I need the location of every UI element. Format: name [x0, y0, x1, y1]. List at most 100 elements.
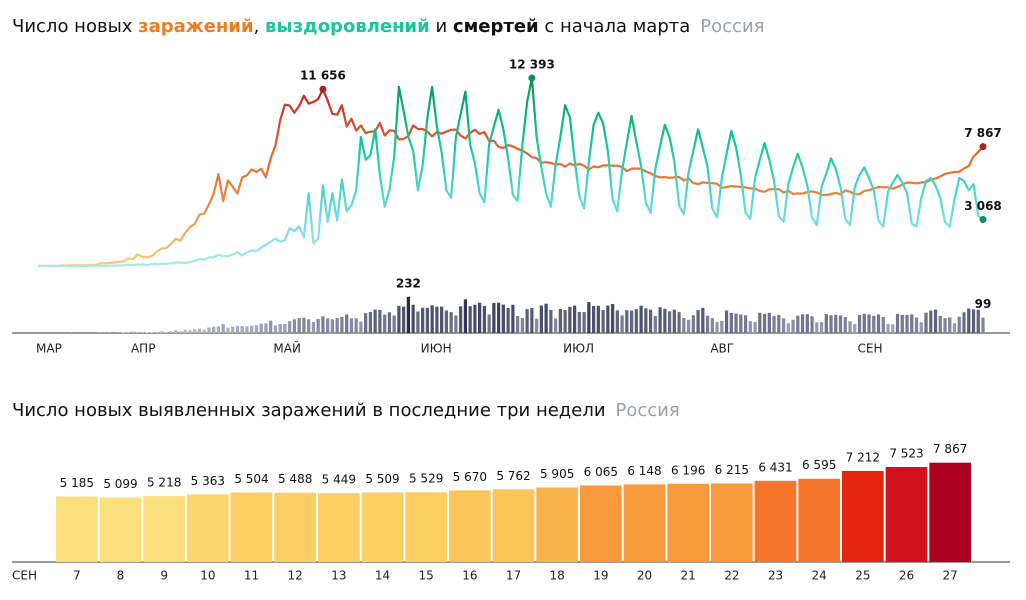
death-bar — [943, 318, 947, 333]
x-tick-label: 23 — [768, 569, 783, 583]
death-bar — [876, 314, 881, 333]
death-bar — [435, 306, 439, 333]
death-bar — [952, 323, 957, 333]
death-bar — [625, 310, 629, 333]
death-bar — [563, 310, 567, 333]
death-bar — [302, 317, 306, 333]
death-bar — [207, 327, 211, 333]
death-bar — [497, 302, 501, 333]
point-dot — [979, 215, 987, 223]
death-bar — [781, 318, 786, 333]
death-bar — [805, 314, 809, 333]
data-label: 6 065 — [584, 465, 618, 479]
bar — [667, 483, 709, 562]
death-bar — [516, 315, 520, 333]
death-bar — [848, 321, 852, 333]
death-bar — [686, 319, 691, 333]
bar — [580, 485, 622, 562]
death-bar — [535, 318, 539, 333]
death-bar — [601, 310, 605, 333]
bar — [754, 480, 797, 562]
x-tick-label: АПР — [131, 342, 155, 356]
death-bar — [278, 324, 282, 333]
title-part: заражений — [138, 16, 253, 37]
death-bar — [525, 309, 529, 333]
death-bar — [406, 296, 411, 333]
bar — [274, 492, 316, 562]
death-bar — [867, 314, 871, 333]
death-bar — [539, 305, 543, 333]
death-bar — [283, 323, 287, 333]
data-label: 232 — [396, 276, 421, 290]
data-label: 12 393 — [509, 58, 555, 72]
data-label: 7 523 — [889, 447, 923, 461]
death-bar — [221, 324, 225, 333]
death-bar — [544, 303, 548, 333]
death-bar — [648, 309, 653, 333]
x-tick-label: ИЮН — [421, 342, 452, 356]
death-bar — [644, 308, 648, 333]
death-bar — [145, 332, 149, 333]
death-bar — [250, 325, 254, 333]
data-label: 11 656 — [300, 69, 346, 83]
x-tick-label: 14 — [375, 569, 390, 583]
death-bar — [421, 307, 425, 333]
death-bar — [506, 307, 510, 333]
death-bar — [667, 311, 672, 333]
death-bar — [824, 313, 828, 333]
death-bar — [777, 314, 781, 333]
death-bar — [672, 309, 676, 333]
death-bar — [492, 302, 496, 333]
death-bar — [468, 306, 472, 333]
x-tick-label: 11 — [244, 569, 259, 583]
death-bar — [762, 313, 767, 333]
x-tick-label: 13 — [331, 569, 346, 583]
death-bar — [929, 310, 933, 333]
series-line — [38, 88, 984, 267]
death-bar — [701, 307, 705, 333]
death-bar — [843, 317, 847, 333]
death-bar — [364, 313, 368, 333]
death-bar — [131, 331, 135, 333]
death-bar — [245, 326, 249, 333]
x-tick-label: 16 — [462, 569, 477, 583]
death-bar — [691, 315, 695, 333]
death-bar — [487, 314, 491, 333]
death-bar — [440, 306, 444, 333]
x-tick-label: ИЮЛ — [563, 342, 594, 356]
x-tick-label: 24 — [812, 569, 827, 583]
death-bar — [948, 317, 952, 333]
data-label: 6 215 — [715, 463, 749, 477]
death-bar — [753, 322, 757, 333]
title-part: , — [254, 16, 265, 37]
death-bar — [378, 309, 382, 333]
death-bar — [743, 315, 748, 333]
death-bar — [971, 309, 976, 333]
x-tick-label: 7 — [73, 569, 81, 583]
death-bar — [511, 304, 515, 333]
data-label: 3 068 — [964, 199, 1002, 213]
bar — [842, 470, 884, 562]
bar — [536, 487, 578, 562]
bar — [99, 497, 142, 562]
x-tick-label: СЕН — [858, 342, 883, 356]
data-label: 6 196 — [671, 463, 705, 477]
death-bar — [188, 329, 192, 333]
death-bar — [402, 306, 406, 333]
death-bar — [444, 310, 449, 333]
death-bar — [297, 318, 301, 333]
data-label: 5 449 — [322, 473, 356, 487]
death-bar — [924, 312, 928, 333]
death-bar — [572, 305, 577, 333]
death-bar — [615, 310, 619, 333]
data-label: 5 670 — [453, 470, 487, 484]
x-tick-label: МАЙ — [273, 341, 301, 356]
death-bar — [321, 316, 325, 333]
death-bar — [724, 310, 729, 333]
bar — [405, 492, 447, 562]
death-bar — [202, 329, 206, 333]
death-bar — [174, 330, 178, 333]
series-line — [38, 76, 984, 268]
death-bar — [587, 302, 591, 333]
